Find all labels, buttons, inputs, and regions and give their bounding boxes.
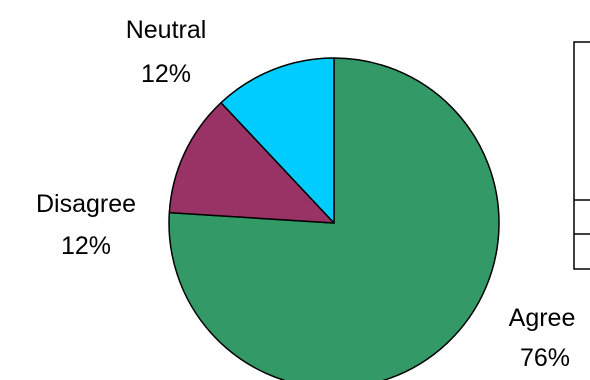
legend [573, 41, 590, 270]
pie-slice-neutral [220, 57, 335, 224]
slice-label-agree-name: Agree [509, 304, 576, 332]
pie-slices [168, 57, 500, 380]
slice-label-disagree-name: Disagree [36, 190, 136, 218]
slice-label-neutral-name: Neutral [126, 16, 207, 44]
slice-label-neutral-percent: 12% [141, 60, 191, 88]
slice-label-disagree: Disagree 12% [36, 190, 136, 260]
slice-label-disagree-percent: 12% [61, 232, 111, 260]
pie-slice-disagree [168, 101, 335, 224]
slice-label-agree: Agree 76% [509, 304, 576, 372]
pie-slice-agree [168, 57, 500, 380]
slice-label-neutral: Neutral 12% [126, 16, 207, 88]
slice-label-agree-percent: 76% [520, 344, 570, 372]
legend-box [573, 41, 590, 270]
